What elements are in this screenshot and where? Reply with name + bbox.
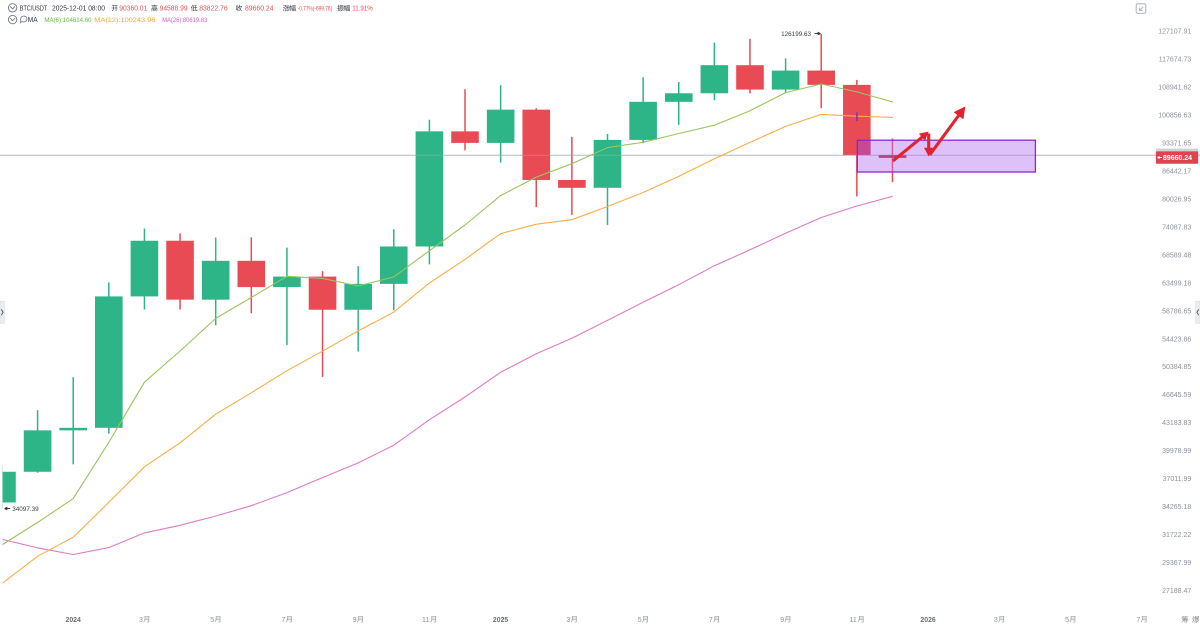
- svg-text:27188.47: 27188.47: [1162, 588, 1191, 595]
- svg-text:2026: 2026: [920, 617, 935, 624]
- svg-text:127107.91: 127107.91: [1158, 29, 1191, 36]
- svg-text:90360.01: 90360.01: [119, 5, 147, 12]
- svg-text:2025: 2025: [493, 617, 508, 624]
- svg-text:3: 3: [139, 617, 143, 624]
- svg-text:80026.95: 80026.95: [1162, 197, 1191, 204]
- svg-text:39978.99: 39978.99: [1162, 448, 1191, 455]
- svg-text:126199.63: 126199.63: [781, 31, 811, 38]
- svg-text:3: 3: [566, 617, 570, 624]
- svg-text:9: 9: [780, 617, 784, 624]
- svg-text:54423.86: 54423.86: [1162, 336, 1191, 343]
- svg-text:31722.22: 31722.22: [1162, 532, 1191, 539]
- svg-text:11: 11: [850, 617, 857, 624]
- svg-text:89660.24: 89660.24: [245, 5, 274, 12]
- svg-text:7: 7: [282, 617, 286, 624]
- svg-text:7: 7: [1136, 617, 1140, 624]
- svg-text:11.91%: 11.91%: [352, 5, 373, 12]
- svg-text:7: 7: [709, 617, 713, 624]
- svg-text:100856.63: 100856.63: [1158, 113, 1191, 120]
- svg-text:3: 3: [994, 617, 998, 624]
- svg-text:34097.39: 34097.39: [12, 506, 39, 513]
- svg-text:94588.99: 94588.99: [160, 5, 188, 12]
- svg-text:86442.17: 86442.17: [1162, 169, 1191, 176]
- svg-text:58786.65: 58786.65: [1162, 308, 1191, 315]
- svg-text:93371.65: 93371.65: [1162, 141, 1191, 148]
- svg-text:MA: MA: [28, 17, 38, 24]
- svg-text:29367.99: 29367.99: [1162, 560, 1191, 567]
- svg-text:89660.24: 89660.24: [1163, 153, 1192, 162]
- svg-text:68589.48: 68589.48: [1162, 252, 1191, 259]
- svg-text:63499.18: 63499.18: [1162, 280, 1191, 287]
- svg-text:-0.77%(-699.76): -0.77%(-699.76): [298, 5, 333, 12]
- svg-text:MA(6):104614.60: MA(6):104614.60: [44, 17, 91, 24]
- svg-text:MA(12):100243.96: MA(12):100243.96: [94, 17, 155, 24]
- svg-text:2024: 2024: [66, 617, 81, 624]
- svg-text:50384.85: 50384.85: [1162, 364, 1191, 371]
- svg-text:74087.83: 74087.83: [1162, 224, 1191, 231]
- svg-text:5: 5: [210, 617, 214, 624]
- svg-text:37011.99: 37011.99: [1163, 476, 1192, 483]
- svg-text:9: 9: [353, 617, 357, 624]
- svg-text:46645.59: 46645.59: [1162, 392, 1191, 399]
- svg-text:5: 5: [1065, 617, 1069, 624]
- svg-text:5: 5: [638, 617, 642, 624]
- svg-text:11: 11: [422, 617, 429, 624]
- svg-text:MA(26):80619.83: MA(26):80619.83: [162, 17, 207, 24]
- svg-text:108941.62: 108941.62: [1158, 85, 1191, 92]
- svg-text:117674.73: 117674.73: [1159, 57, 1192, 64]
- svg-text:43183.83: 43183.83: [1162, 420, 1191, 427]
- svg-text:2025-12-01 08:00: 2025-12-01 08:00: [52, 5, 105, 12]
- svg-text:83822.76: 83822.76: [199, 5, 228, 12]
- svg-text:BTC/USDT: BTC/USDT: [20, 5, 48, 12]
- svg-text:34265.18: 34265.18: [1162, 504, 1191, 511]
